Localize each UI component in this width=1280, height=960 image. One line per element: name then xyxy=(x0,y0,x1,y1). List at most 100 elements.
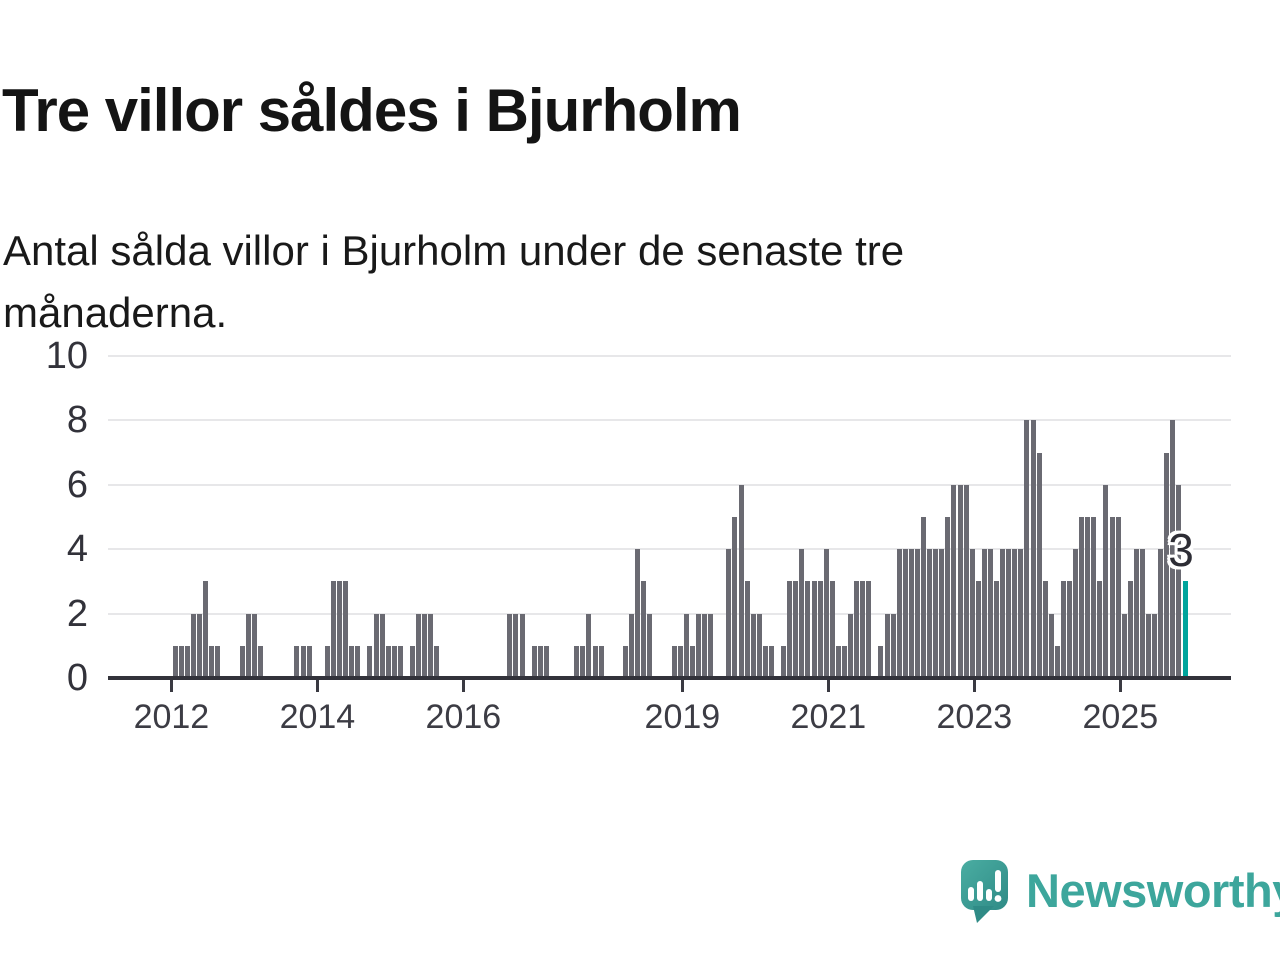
bar-2012-04 xyxy=(191,613,197,678)
bar-2015-08 xyxy=(434,645,440,678)
bar-2023-11 xyxy=(1036,452,1042,678)
bar-2024-01 xyxy=(1048,613,1054,678)
bar-2020-06 xyxy=(787,581,793,678)
bar-2018-12 xyxy=(677,645,683,678)
x-axis-label: 2012 xyxy=(133,698,210,736)
y-axis-label: 8 xyxy=(66,399,88,442)
bar-2014-03 xyxy=(330,581,336,678)
bar-2018-05 xyxy=(635,549,641,678)
bar-2024-07 xyxy=(1085,517,1091,678)
y-axis-label: 2 xyxy=(66,592,88,635)
bar-2020-12 xyxy=(823,549,829,678)
bar-2025-05 xyxy=(1146,613,1152,678)
subtitle: Antal sålda villor i Bjurholm under de s… xyxy=(3,227,905,336)
bar-2022-06 xyxy=(933,549,939,678)
bar-2013-01 xyxy=(245,613,251,678)
bar-2023-10 xyxy=(1030,420,1036,678)
bar-2017-02 xyxy=(543,645,549,678)
bar-2019-02 xyxy=(689,645,695,678)
bar-2020-05 xyxy=(781,645,787,678)
bar-2012-07 xyxy=(209,645,215,678)
bar-2014-04 xyxy=(337,581,343,678)
bar-2015-06 xyxy=(422,613,428,678)
newsworthy-logo-text: Newsworthy xyxy=(1026,864,1280,917)
bar-2017-07 xyxy=(574,645,580,678)
bar-2014-11 xyxy=(379,613,385,678)
bar-2015-05 xyxy=(416,613,422,678)
bar-2023-06 xyxy=(1006,549,1012,678)
bar-2021-02 xyxy=(835,645,841,678)
bar-2012-01 xyxy=(172,645,178,678)
bar-2019-12 xyxy=(750,613,756,678)
bar-2021-04 xyxy=(848,613,853,678)
bar-2014-10 xyxy=(373,613,379,678)
x-axis-tick-2014 xyxy=(316,680,320,692)
bar-2023-09 xyxy=(1024,420,1030,678)
bar-2021-09 xyxy=(878,645,884,678)
bar-2021-03 xyxy=(841,645,847,678)
gridline-4 xyxy=(108,548,1231,551)
bar-2022-11 xyxy=(963,484,969,678)
gridline-2 xyxy=(108,612,1231,615)
bar-2025-04 xyxy=(1139,549,1145,678)
bar-2014-12 xyxy=(385,645,391,678)
last-value-annotation: 3 xyxy=(1168,524,1194,577)
bar-2019-08 xyxy=(726,549,732,678)
bar-2025-08 xyxy=(1164,452,1170,678)
x-axis-tick-2016 xyxy=(462,680,466,692)
bar-2014-06 xyxy=(349,645,355,678)
bar-2020-02 xyxy=(762,645,768,678)
bar-2022-04 xyxy=(921,517,926,678)
bar-2023-05 xyxy=(1000,549,1006,678)
bar-2020-01 xyxy=(756,613,762,678)
bar-2024-09 xyxy=(1097,581,1103,678)
x-axis-label: 2023 xyxy=(936,698,1013,736)
bar-2018-03 xyxy=(622,645,628,678)
bar-2022-09 xyxy=(951,484,957,678)
bar-2016-09 xyxy=(513,613,519,678)
bar-2025-09 xyxy=(1170,420,1176,678)
bar-2025-02 xyxy=(1127,581,1133,678)
bar-2015-07 xyxy=(428,613,434,678)
bar-2014-09 xyxy=(367,645,373,678)
bar-2022-01 xyxy=(902,549,908,678)
bar-2019-01 xyxy=(683,613,689,678)
bar-2021-07 xyxy=(866,581,872,678)
x-axis-label: 2025 xyxy=(1082,698,1159,736)
bar-2017-01 xyxy=(537,645,543,678)
bar-2013-11 xyxy=(306,645,312,678)
bar-2022-03 xyxy=(914,549,920,678)
bar-2019-11 xyxy=(744,581,750,678)
bar-2023-02 xyxy=(981,549,987,678)
bar-2016-08 xyxy=(507,613,513,678)
bar-2013-03 xyxy=(257,645,263,678)
x-axis-tick-2025 xyxy=(1119,680,1123,692)
bar-2016-10 xyxy=(519,613,525,678)
bar-2020-09 xyxy=(805,581,811,678)
x-axis-tick-2021 xyxy=(827,680,831,692)
x-axis-tick-2019 xyxy=(681,680,685,692)
bar-2018-11 xyxy=(671,645,677,678)
bar-2024-11 xyxy=(1109,517,1115,678)
bar-2021-05 xyxy=(854,581,860,678)
bar-2023-01 xyxy=(975,581,981,678)
bar-2020-11 xyxy=(817,581,823,678)
bar-2015-04 xyxy=(410,645,416,678)
bar-2023-07 xyxy=(1012,549,1018,678)
y-axis-label: 6 xyxy=(66,463,88,506)
bar-2022-10 xyxy=(957,484,963,678)
bar-2020-08 xyxy=(799,549,805,678)
bar-2023-12 xyxy=(1042,581,1048,678)
bar-2025-11 xyxy=(1182,581,1188,678)
bar-2025-01 xyxy=(1121,613,1127,678)
bar-2012-08 xyxy=(215,645,221,678)
bar-2018-04 xyxy=(629,613,635,678)
bar-2024-02 xyxy=(1054,645,1060,678)
bar-2019-05 xyxy=(708,613,714,678)
bar-2012-03 xyxy=(184,645,190,678)
bar-2017-09 xyxy=(586,613,592,678)
bar-2015-01 xyxy=(391,645,397,678)
bar-2021-01 xyxy=(829,581,835,678)
y-axis-label: 10 xyxy=(45,335,88,377)
